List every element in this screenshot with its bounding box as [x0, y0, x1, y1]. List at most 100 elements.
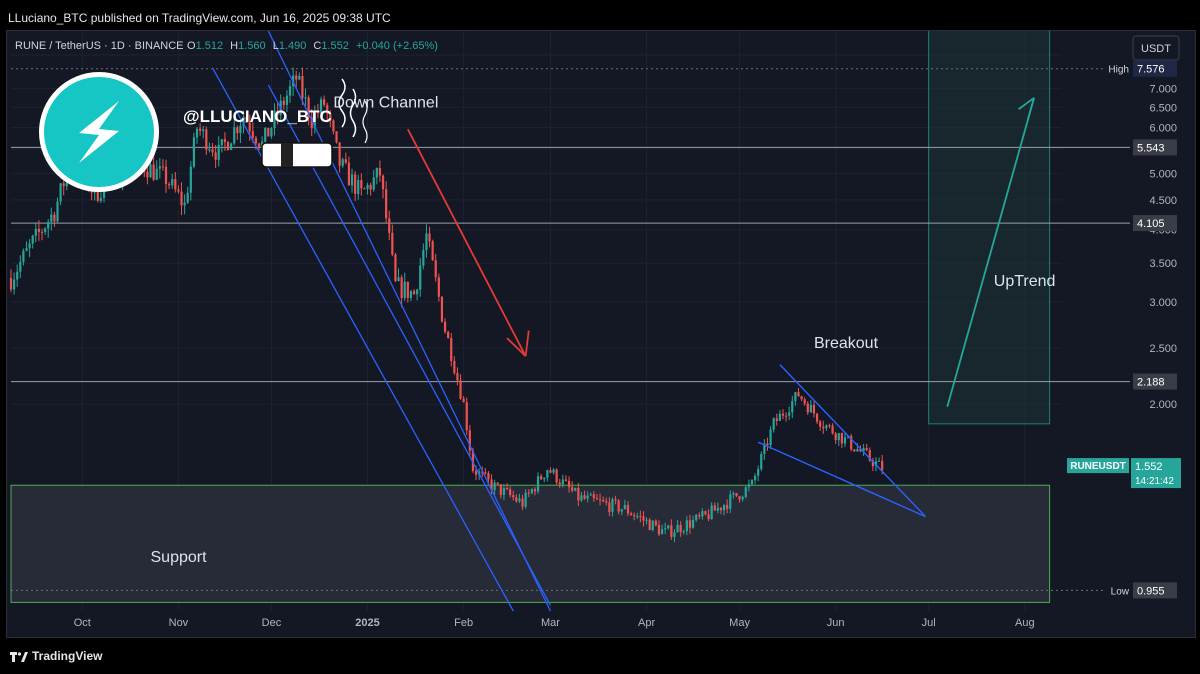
tradingview-brand[interactable]: TradingView [10, 649, 102, 663]
candle-body [301, 75, 304, 99]
candle-body [335, 131, 338, 143]
price-tick-label: 6.000 [1149, 122, 1177, 134]
candle-body [31, 235, 34, 244]
candle-body [428, 233, 431, 242]
time-axis[interactable]: Oct Nov Dec 2025 Feb Mar Apr May Jun Jul Aug [74, 617, 1035, 629]
candle-body [670, 525, 673, 537]
candle-body [747, 484, 750, 488]
candle-body [729, 494, 732, 509]
cigarette-icon [261, 78, 368, 168]
candle-body [515, 497, 518, 502]
candle-body [251, 131, 254, 138]
candle-body [778, 413, 781, 421]
candle-body [298, 75, 301, 80]
candle-body [437, 277, 440, 297]
candle-body [580, 495, 583, 501]
price-badge-value: 7.576 [1137, 64, 1165, 76]
candle-body [766, 443, 769, 446]
candle-body [493, 482, 496, 491]
price-tick-label: 7.000 [1149, 84, 1177, 96]
price-tick-label: 2.000 [1149, 399, 1177, 411]
support-zone [10, 484, 1051, 603]
candle-body [862, 448, 865, 452]
time-tick-label: 2025 [355, 617, 379, 629]
candle-body [574, 487, 577, 491]
candle-body [450, 338, 453, 361]
candle-body [837, 433, 840, 441]
candle-body [567, 480, 571, 488]
down-arrow-shaft [407, 128, 527, 357]
candle-body [443, 321, 447, 332]
candle-body [344, 159, 347, 163]
candle-body [257, 143, 261, 148]
candle-body [881, 460, 884, 471]
candle-body [806, 403, 809, 413]
tradingview-logo-icon [10, 651, 28, 662]
candle-body [636, 516, 639, 518]
candle-body [419, 265, 422, 290]
candle-body [354, 174, 357, 194]
candle-body [199, 128, 202, 131]
currency-label[interactable]: USDT [1141, 43, 1171, 55]
ohlc-values: O1.512 H1.560 L1.490 C1.552 +0.040 (+2.6… [187, 40, 438, 52]
candle-body [242, 116, 245, 126]
price-badge [1133, 60, 1177, 77]
candle-body [474, 470, 478, 475]
uptrend-projection-box [928, 31, 1051, 425]
price-axis[interactable]: 2.0002.5003.0003.5004.0004.5005.0005.500… [1130, 31, 1195, 637]
candle-body [319, 99, 323, 113]
candle-body [716, 507, 719, 511]
candle-body [329, 113, 332, 121]
candle-body [815, 413, 819, 422]
chart-panel[interactable]: Down Channel Breakout UpTrend Support @L… [6, 30, 1196, 638]
candles [9, 67, 884, 543]
candle-body [434, 260, 437, 278]
candle-body [657, 524, 661, 535]
candle-body [168, 184, 171, 186]
candle-body [146, 171, 149, 178]
candle-body [642, 516, 645, 521]
candle-body [34, 228, 37, 236]
price-badge-value: 5.543 [1137, 142, 1165, 154]
candle-body [164, 166, 168, 185]
candle-body [230, 143, 233, 150]
candle-body [564, 479, 568, 481]
price-badge-value: 2.188 [1137, 377, 1165, 389]
high-value: 1.560 [238, 40, 266, 52]
price-chart[interactable]: Down Channel Breakout UpTrend Support @L… [7, 31, 1195, 637]
time-tick-label: Oct [74, 617, 91, 629]
author-handle: @LLUCIANO_BTC [183, 107, 332, 126]
open-value: 1.512 [196, 40, 224, 52]
candle-body [174, 179, 177, 190]
candle-body [540, 476, 543, 480]
candle-body [267, 127, 270, 137]
candle-body [211, 149, 214, 153]
candle-body [518, 498, 521, 502]
candle-body [226, 142, 230, 150]
candle-body [456, 372, 459, 381]
candle-body [406, 281, 409, 298]
candle-body [400, 277, 403, 299]
candle-body [809, 404, 812, 413]
low-label: L [273, 40, 279, 52]
candle-body [586, 495, 589, 499]
candle-body [195, 128, 199, 138]
price-tick-label: 3.500 [1149, 258, 1177, 270]
candle-body [152, 164, 155, 180]
candle-body [763, 443, 766, 454]
candle-body [391, 232, 394, 255]
candle-body [688, 520, 692, 528]
candle-body [323, 99, 326, 105]
candle-body [704, 511, 707, 515]
candle-body [673, 532, 676, 537]
candle-body [490, 479, 493, 491]
candle-body [375, 168, 378, 178]
candle-body [186, 192, 189, 203]
candle-body [676, 524, 679, 533]
thorchain-logo [39, 72, 159, 192]
candle-body [598, 499, 602, 501]
annotations: Down Channel Breakout UpTrend Support [151, 94, 1056, 565]
currency-button[interactable]: USDT [1132, 35, 1180, 61]
candle-body [403, 281, 406, 299]
support-rect [10, 484, 1051, 603]
